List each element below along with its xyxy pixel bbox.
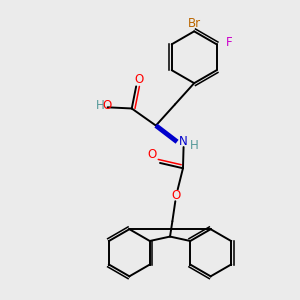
Text: O: O: [147, 148, 156, 161]
Text: H: H: [96, 99, 105, 112]
Text: O: O: [102, 99, 112, 112]
Text: F: F: [226, 36, 232, 49]
Text: H: H: [190, 139, 199, 152]
Text: O: O: [172, 189, 181, 203]
Text: Br: Br: [188, 16, 201, 30]
Text: N: N: [179, 135, 188, 148]
Text: O: O: [134, 74, 144, 86]
